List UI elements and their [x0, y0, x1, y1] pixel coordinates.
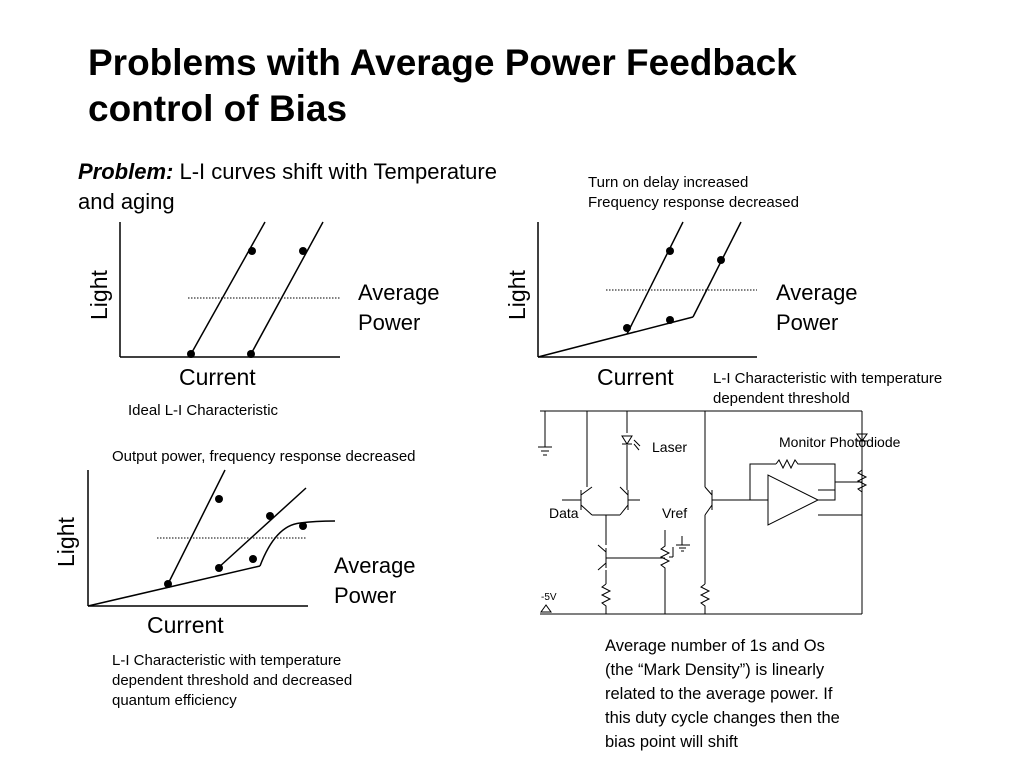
transistor-vref [619, 486, 634, 516]
photodiode-wire [835, 441, 863, 483]
circuit-vref-label: Vref [662, 505, 688, 521]
graph-threshold-x-label: Current [597, 364, 674, 390]
problem-lead: Problem: [78, 159, 174, 184]
graph-efficiency-point [215, 495, 223, 503]
graph-ideal-curve-2 [250, 221, 324, 355]
laser-diode-icon [621, 435, 633, 445]
caption-line: L-I Characteristic with temperature [713, 370, 943, 387]
graph-efficiency-x-label: Current [147, 612, 224, 638]
title-line-1: Problems with Average Power Feedback [88, 42, 797, 83]
problem-statement: Problem: L-I curves shift with Temperatu… [78, 157, 598, 217]
graph-threshold-point [666, 316, 674, 324]
graph-ideal-point [248, 247, 256, 255]
graph-efficiency-point [215, 564, 223, 572]
power-text: Power [358, 310, 421, 335]
graph-threshold-point [623, 324, 631, 332]
graph-threshold-point [717, 256, 725, 264]
note-line: Average number of 1s and Os [605, 637, 825, 655]
graph-ideal-average-label: Average Power [358, 278, 440, 338]
note-line: (the “Mark Density”) is linearly [605, 661, 825, 679]
graph-threshold-curve-2 [692, 221, 742, 318]
note-line: this duty cycle changes then the [605, 709, 840, 727]
graph-ideal-x-label: Current [179, 364, 256, 390]
laser-emission-icon [633, 439, 641, 451]
power-text: Power [776, 310, 839, 335]
graph-threshold-point [666, 247, 674, 255]
transistor-current-source [597, 544, 614, 571]
graph-efficiency-curve-2 [217, 487, 307, 569]
graph-ideal-caption: Ideal L-I Characteristic [128, 402, 279, 419]
graph-ideal-curve-1 [190, 221, 266, 355]
transistor-data [575, 486, 593, 516]
graph-threshold-caption: L-I Characteristic with temperature depe… [713, 369, 942, 409]
average-text: Average [334, 553, 416, 578]
circuit-data-label: Data [549, 505, 579, 521]
title-line-2: control of Bias [88, 88, 348, 129]
circuit-monitor-label: Monitor Photodiode [779, 434, 901, 450]
graph-threshold-spontaneous [537, 316, 694, 358]
graph-efficiency-curve-3 [259, 520, 336, 567]
ground-symbol-2 [676, 536, 690, 552]
graph-ideal-point [187, 350, 195, 358]
graph-efficiency-point [299, 522, 307, 530]
caption-line: quantum efficiency [112, 692, 237, 709]
graph-efficiency-point [249, 555, 257, 563]
op-amp [767, 474, 820, 526]
mark-density-note: Average number of 1s and Os (the “Mark D… [605, 634, 840, 754]
pair-emitters [592, 514, 620, 545]
power-text: Power [334, 583, 397, 608]
note-line: Turn on delay increased [588, 174, 749, 191]
graph-threshold-curve-1 [626, 221, 684, 335]
graph-ideal-point [247, 350, 255, 358]
op-amp-input [818, 489, 862, 516]
supply-symbol [540, 604, 552, 615]
note-line: bias point will shift [605, 733, 738, 751]
op-amp-feedback [749, 463, 836, 501]
circuit-supply-label: -5V [541, 592, 557, 603]
graph-threshold-note: Turn on delay increased Frequency respon… [588, 173, 799, 213]
caption-line: dependent threshold and decreased [112, 672, 353, 689]
problem-text: L-I curves shift with Temperature [173, 159, 497, 184]
problem-text-line-2: and aging [78, 189, 175, 214]
circuit-laser-label: Laser [652, 439, 688, 455]
note-line: related to the average power. If [605, 685, 833, 703]
transistor-driver [704, 486, 720, 516]
resistor-photodiode [856, 469, 868, 493]
graph-efficiency-average-label: Average Power [334, 551, 416, 611]
graph-efficiency-point [164, 580, 172, 588]
ground-symbol [538, 411, 552, 456]
graph-threshold-average-label: Average Power [776, 278, 858, 338]
caption-line: L-I Characteristic with temperature [112, 652, 342, 669]
average-text: Average [358, 280, 440, 305]
feedback-resistor [775, 458, 800, 470]
graph-efficiency-spontaneous [87, 565, 261, 607]
resistor-driver [699, 583, 711, 614]
graph-efficiency-curve-1 [167, 469, 226, 585]
graph-efficiency-caption: L-I Characteristic with temperature depe… [112, 651, 352, 711]
average-text: Average [776, 280, 858, 305]
potentiometer [659, 530, 671, 614]
caption-line: dependent threshold [713, 390, 850, 407]
graph-ideal-point [299, 247, 307, 255]
note-line: Frequency response decreased [588, 194, 799, 211]
resistor-emitter [600, 583, 612, 614]
graph-efficiency-point [266, 512, 274, 520]
slide-title: Problems with Average Power Feedback con… [88, 40, 988, 132]
potentiometer-wiper [669, 547, 674, 558]
graph-efficiency-note: Output power, frequency response decreas… [112, 448, 416, 465]
